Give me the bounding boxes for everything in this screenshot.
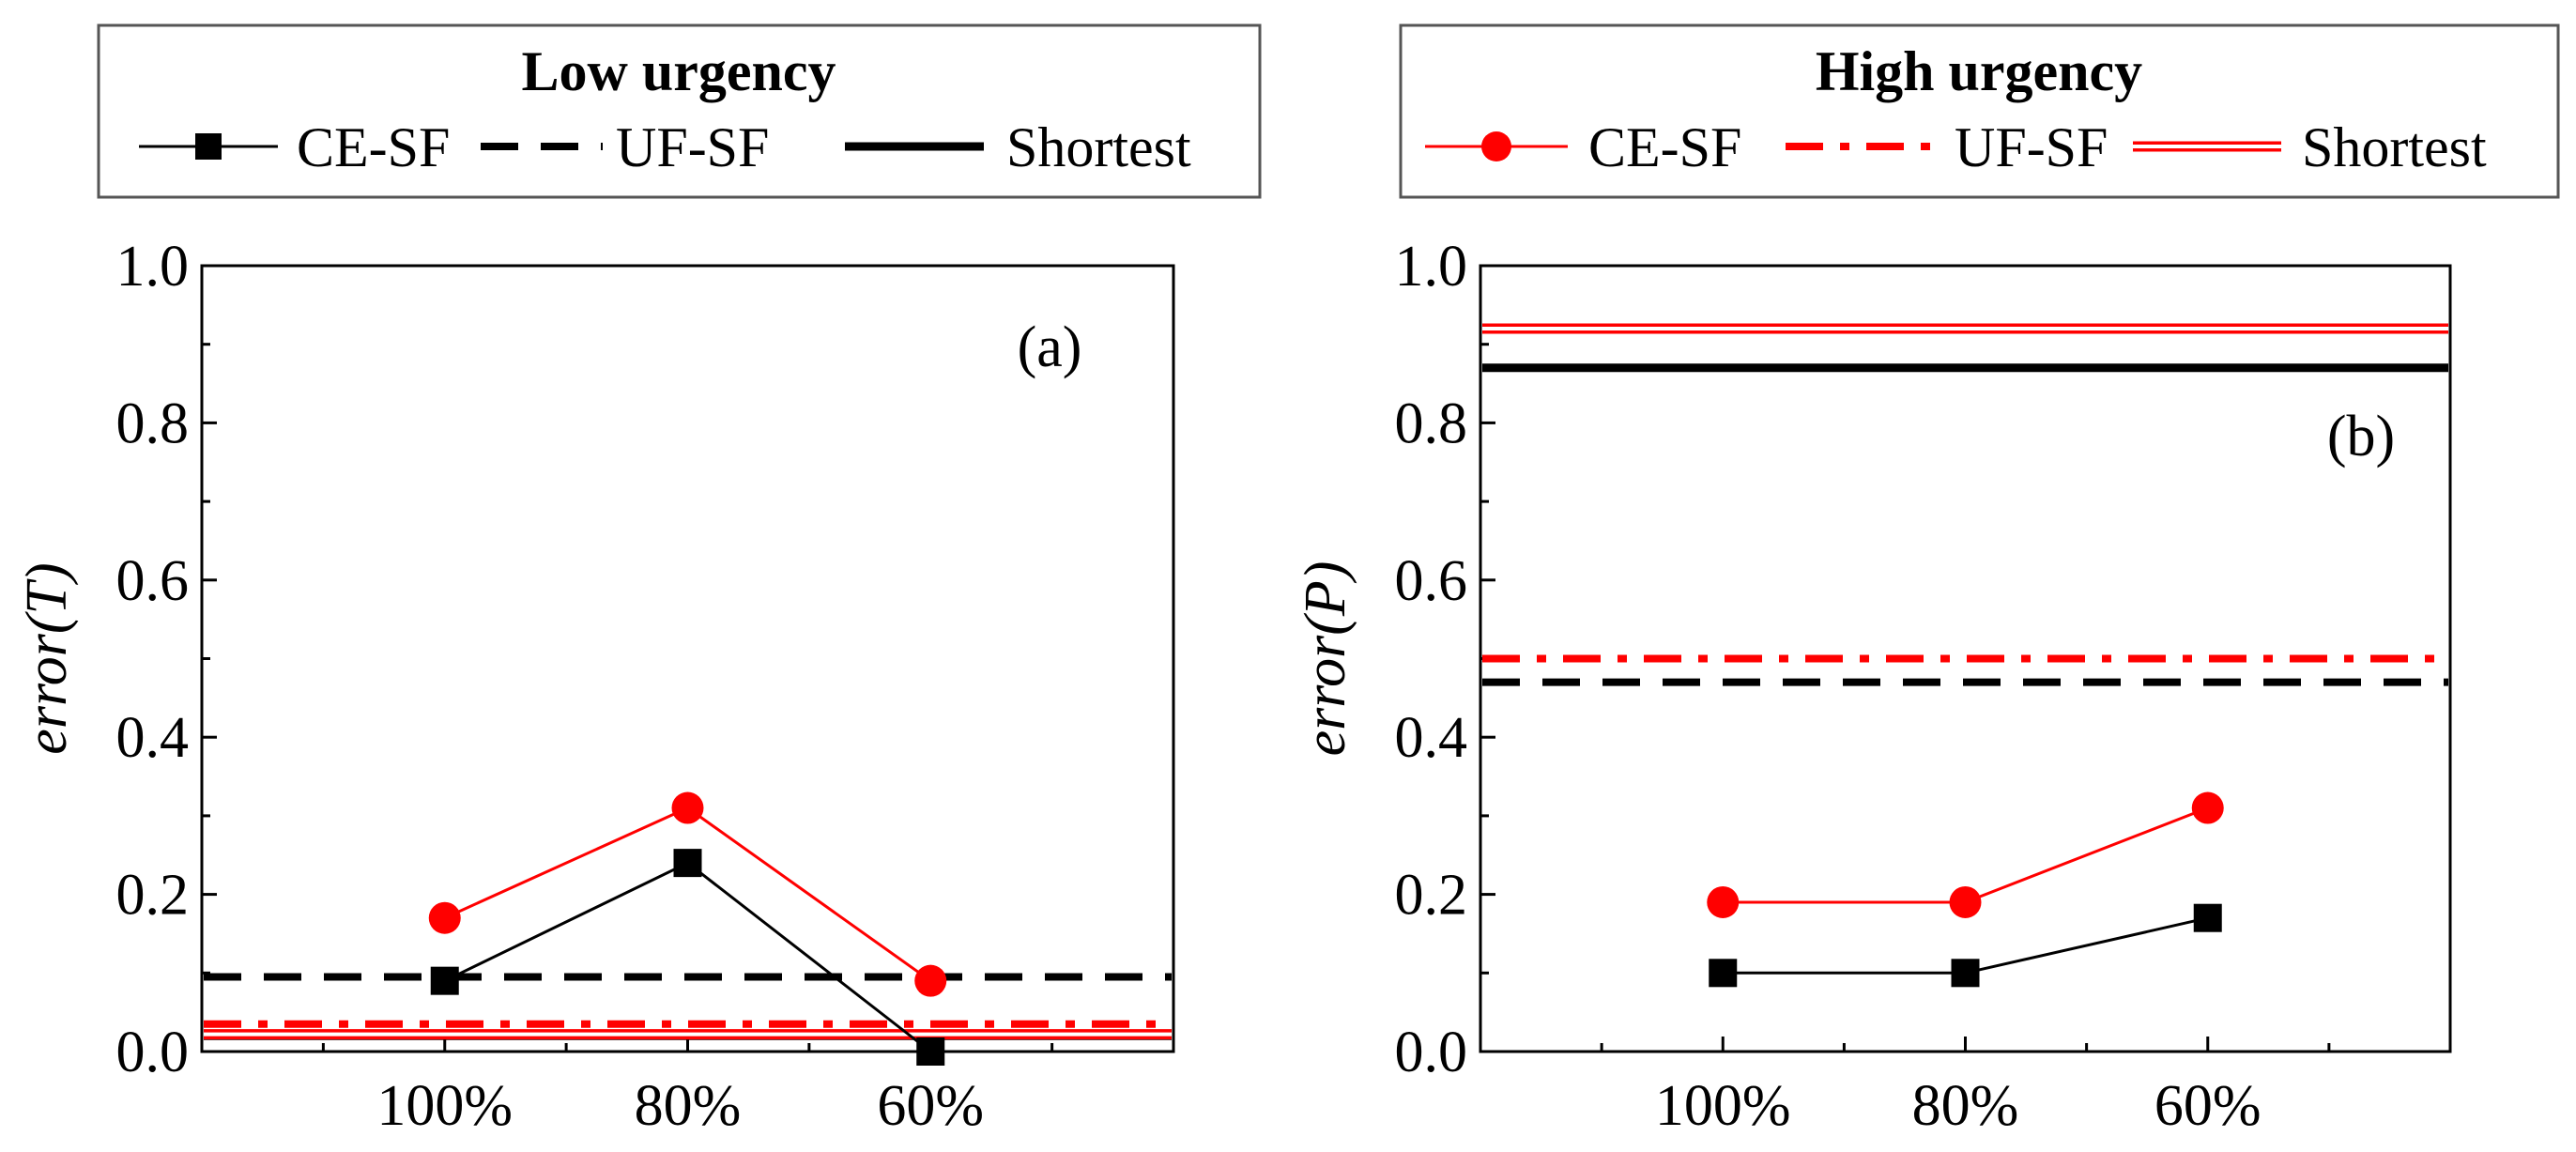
y-tick-label: 1.0: [116, 235, 190, 299]
legend-low-item-1: CE-SF: [139, 116, 450, 178]
legend-low-urgency: Low urgency CE-SF UF-SF Shortest: [97, 23, 1262, 199]
data-point-circle: [1949, 885, 1982, 918]
panel-label: (a): [1018, 315, 1082, 379]
legend-high-title: High urgency: [1816, 40, 2142, 102]
data-point-square: [916, 1037, 945, 1066]
y-tick-label: 0.2: [116, 864, 190, 928]
data-point-circle: [671, 791, 704, 824]
legend-high-urgency: High urgency CE-SF UF-SF Shortest: [1399, 23, 2560, 199]
legend-low-label-1: CE-SF: [297, 116, 450, 178]
data-point-square: [2193, 903, 2222, 932]
panel-label: (b): [2327, 405, 2395, 468]
y-tick-label: 0.0: [1395, 1021, 1468, 1084]
series-square-black: [1709, 903, 2222, 988]
x-tick-label: 80%: [1912, 1074, 2019, 1138]
data-point-circle: [2191, 791, 2224, 824]
x-tick-label: 100%: [376, 1074, 513, 1138]
data-point-square: [1951, 959, 1980, 988]
data-point-square: [1709, 959, 1738, 988]
x-tick-label: 60%: [2154, 1074, 2262, 1138]
y-tick-label: 0.6: [116, 549, 190, 613]
legend-high-item-1: CE-SF: [1425, 116, 1741, 178]
legend-low-item-3: Shortest: [845, 116, 1191, 178]
data-point-circle: [914, 964, 947, 997]
legend-low-label-3: Shortest: [1006, 116, 1191, 178]
legend-square-marker: [195, 133, 222, 160]
legend-high-item-3: Shortest: [2133, 116, 2487, 178]
chart-panel-a: 0.0 0.2 0.4 0.6 0.8 1.0 100% 80% 60% error(T) (a): [15, 235, 1175, 1138]
legend-low-title: Low urgency: [522, 40, 836, 102]
x-tick-label: 100%: [1655, 1074, 1791, 1138]
legend-high-item-2: UF-SF: [1786, 116, 2108, 178]
x-axis: 100% 80% 60%: [1600, 1037, 2331, 1138]
legend-high-label-3: Shortest: [2302, 116, 2487, 178]
legend-low-item-2: UF-SF: [481, 116, 769, 178]
y-tick-label: 0.0: [116, 1021, 190, 1084]
plot-frame: [200, 264, 1175, 1053]
series-circle-red: [1707, 791, 2224, 918]
x-tick-label: 80%: [635, 1074, 742, 1138]
legend-circle-marker: [1481, 131, 1511, 161]
y-tick-label: 1.0: [1395, 235, 1468, 299]
y-axis: 0.0 0.2 0.4 0.6 0.8 1.0: [116, 235, 217, 1084]
series-square-black: [430, 849, 945, 1066]
y-tick-label: 0.2: [1395, 864, 1468, 928]
chart-panel-b: 0.0 0.2 0.4 0.6 0.8 1.0 100% 80% 60% error(P) (b): [1294, 235, 2452, 1138]
data-point-square: [430, 966, 459, 995]
data-point-square: [673, 849, 702, 878]
series-line: [444, 806, 932, 982]
legend-high-label-2: UF-SF: [1955, 116, 2108, 178]
y-tick-label: 0.8: [116, 392, 190, 455]
y-tick-label: 0.4: [1395, 706, 1468, 770]
legend-low-frame: [97, 23, 1262, 199]
x-tick-label: 60%: [877, 1074, 984, 1138]
y-tick-label: 0.4: [116, 706, 190, 770]
y-axis-label: error(T): [15, 562, 79, 754]
y-tick-label: 0.6: [1395, 549, 1468, 613]
y-axis: 0.0 0.2 0.4 0.6 0.8 1.0: [1395, 235, 1495, 1084]
data-point-circle: [1707, 885, 1740, 918]
legend-low-label-2: UF-SF: [616, 116, 769, 178]
legend-high-frame: [1399, 23, 2560, 199]
y-tick-label: 0.8: [1395, 392, 1468, 455]
data-point-circle: [428, 901, 461, 934]
y-axis-label: error(P): [1294, 561, 1357, 757]
series-circle-red: [428, 791, 947, 997]
legend-high-label-1: CE-SF: [1588, 116, 1741, 178]
